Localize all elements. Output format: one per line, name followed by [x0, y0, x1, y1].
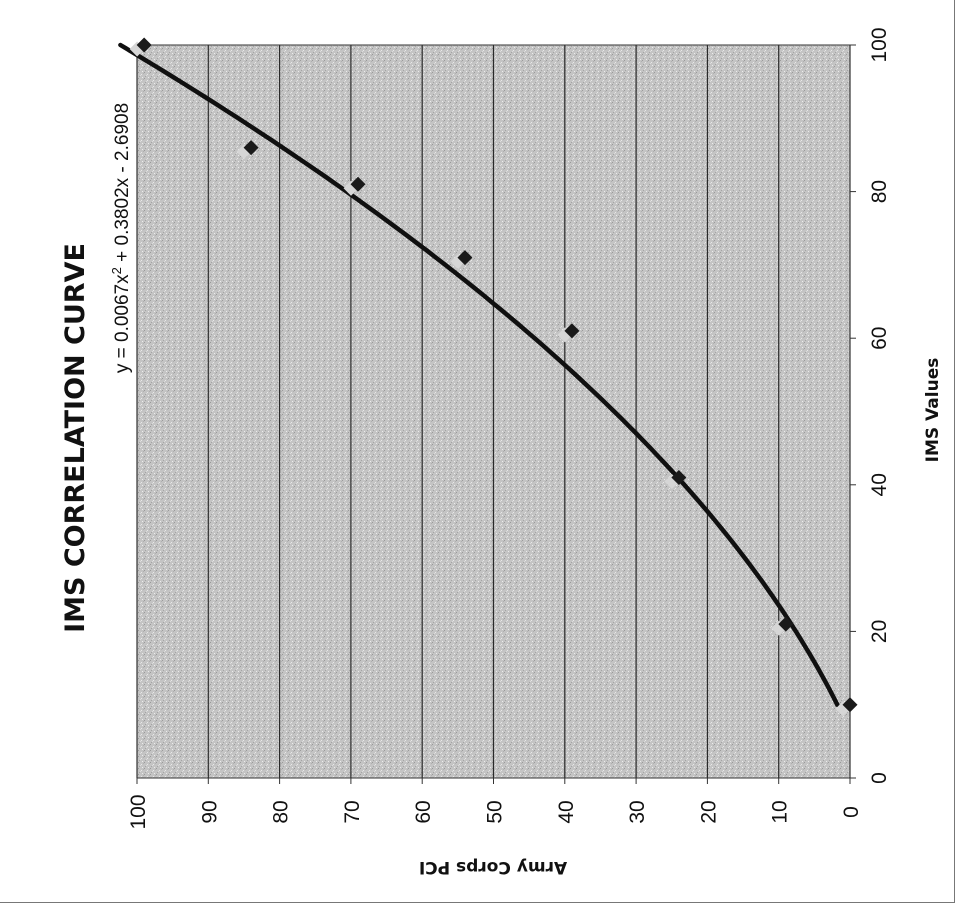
data-point	[557, 323, 580, 343]
marker	[564, 323, 580, 339]
pci-tick-label: 60	[412, 800, 435, 823]
data-point	[664, 469, 687, 489]
pci-tick-label: 10	[769, 800, 792, 823]
data-point	[835, 697, 858, 717]
data-point	[129, 37, 152, 57]
ims-tick-label: 40	[868, 473, 891, 496]
equation-exponent: 2	[109, 267, 124, 274]
trendline	[118, 42, 840, 707]
equation-prefix: y = 0.0067x	[112, 274, 133, 373]
marker	[457, 250, 473, 266]
pci-tick-label: 30	[626, 800, 649, 823]
ims-tick-label: 80	[868, 180, 891, 203]
data-point	[450, 250, 473, 270]
pci-tick-label: 70	[341, 800, 364, 823]
pci-tick-label: 80	[270, 800, 293, 823]
ims-tick-label: 20	[868, 620, 891, 643]
ims-tick-label: 60	[868, 327, 891, 350]
ims-tick-label: 0	[868, 772, 891, 784]
ims-tick-label: 100	[868, 27, 891, 62]
marker	[350, 176, 366, 192]
marker	[778, 616, 794, 632]
equation-suffix: + 0.3802x - 2.6908	[112, 103, 133, 267]
data-points	[129, 37, 858, 717]
x-axis-title: IMS Values	[923, 358, 943, 463]
pci-tick-label: 0	[840, 806, 863, 818]
trendline-layer	[118, 42, 840, 707]
pci-tick-label: 100	[127, 794, 150, 829]
data-point	[236, 140, 259, 160]
pci-tick-label: 20	[697, 800, 720, 823]
pci-tick-label: 50	[484, 800, 507, 823]
data-point	[771, 616, 794, 636]
marker	[671, 469, 687, 485]
y-axis-title: Army Corps PCI	[419, 857, 567, 877]
pci-tick-label: 40	[555, 800, 578, 823]
marker	[136, 37, 152, 53]
data-point	[343, 176, 366, 196]
marker	[842, 697, 858, 713]
marker	[243, 140, 259, 156]
pci-tick-labels: 0 10 20 30 40 50 60 70 80 90 100	[127, 778, 863, 830]
ims-tick-labels: 0 20 40 60 80 100	[850, 27, 891, 784]
chart-title: IMS CORRELATION CURVE	[60, 243, 91, 633]
trendline-equation: y = 0.0067x2 + 0.3802x - 2.6908	[109, 103, 134, 373]
pci-tick-label: 90	[198, 800, 221, 823]
